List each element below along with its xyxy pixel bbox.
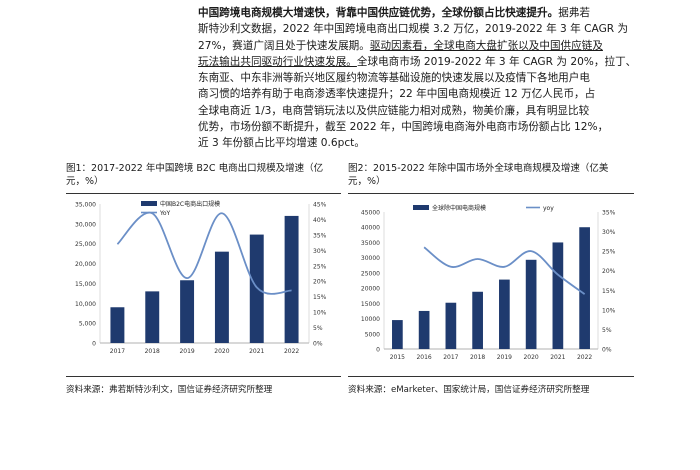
chart-1: 0 5,000 10,000 15,000 20,000 25,000 30,000 35,0… <box>75 200 327 355</box>
chart1-bar <box>249 234 264 343</box>
chart2-ytick-label: 30000 <box>361 255 380 262</box>
chart2-bar <box>392 320 403 349</box>
chart1-xtick-label: 2017 <box>110 348 125 355</box>
chart2-bar <box>418 310 430 349</box>
figure-1-top-rule <box>66 193 341 194</box>
chart2-legend-bar-label: 全球除中国电商规模 <box>432 204 486 212</box>
chart1-y2tick-label: 15% <box>313 294 327 301</box>
chart2-bar <box>445 302 457 349</box>
chart2-legend-line-label: yoy <box>543 205 554 212</box>
chart1-bar <box>110 307 125 343</box>
chart1-xtick-label: 2020 <box>214 348 229 355</box>
chart2-ytick-label: 35000 <box>361 240 380 247</box>
figure-1-bottom-rule <box>66 376 341 377</box>
chart2-yoy-line <box>423 246 586 295</box>
chart1-xtick-label: 2019 <box>179 348 194 355</box>
chart1-legend-line-label: YoY <box>159 210 171 217</box>
chart1-y2tick-label: 25% <box>313 263 327 270</box>
paragraph-line-5: 东南亚、中东非洲等新兴地区履约物流等基础设施的快速发展以及疫情下各地用户电 <box>198 72 590 85</box>
chart2-y2tick-label: 5% <box>602 327 612 334</box>
paragraph-line-7: 全球电商近 1/3，电商营销玩法以及供应链能力相对成熟，物美价廉，具有明显比较 <box>198 104 590 117</box>
chart1-y2tick-label: 20% <box>313 279 327 286</box>
chart2-y2tick-label: 25% <box>602 249 616 256</box>
chart1-bar <box>284 215 299 343</box>
chart2-xtick-label: 2017 <box>443 354 458 361</box>
chart1-ytick-label: 0 <box>92 341 96 348</box>
chart2-bar <box>525 259 537 349</box>
chart1-ytick-label: 20,000 <box>75 261 96 268</box>
chart1-ytick-label: 5,000 <box>79 321 96 328</box>
figure-2-source: 资料来源：eMarketer、国家统计局，国信证券经济研究所整理 <box>348 385 590 395</box>
chart1-ytick-label: 35,000 <box>75 202 96 209</box>
chart2-xtick-label: 2015 <box>390 354 405 361</box>
chart1-xtick-label: 2021 <box>249 348 264 355</box>
chart1-y2tick-label: 5% <box>313 325 323 332</box>
figure-2: 图2：2015-2022 年除中国市场外全球电商规模及增速（亿美 元，%） <box>348 162 634 188</box>
chart1-y2tick-label: 45% <box>313 202 327 209</box>
chart1-y2tick-label: 30% <box>313 248 327 255</box>
figure-2-top-rule <box>348 193 634 194</box>
chart2-ytick-label: 0 <box>376 347 380 354</box>
chart2-ytick-label: 15000 <box>361 301 380 308</box>
paragraph-line-2: 斯特沙利文数据，2022 年中国跨境电商出口规模 3.2 万亿，2019-202… <box>198 23 629 36</box>
chart2-bar <box>472 291 483 349</box>
chart2-ytick-label: 25000 <box>361 270 380 277</box>
chart1-ytick-label: 10,000 <box>75 301 96 308</box>
chart2-y2tick-label: 20% <box>602 268 616 275</box>
paragraph-line-6: 商习惯的培养有助于电商渗透率快速提升；22 年中国电商规模近 12 万亿人民币，… <box>198 88 596 101</box>
chart2-xtick-label: 2018 <box>470 354 485 361</box>
chart1-y2tick-label: 10% <box>313 310 327 317</box>
chart2-ytick-label: 40000 <box>361 225 380 232</box>
chart2-bar <box>499 279 510 349</box>
chart1-ytick-label: 25,000 <box>75 241 96 248</box>
paragraph-line-8: 优势，市场份额不断提升，截至 2022 年，中国跨境电商海外电商市场份额占比 1… <box>198 121 609 134</box>
figure-2-bottom-rule <box>348 376 634 377</box>
figure-1-source: 资料来源：弗若斯特沙利文，国信证券经济研究所整理 <box>66 385 273 395</box>
chart2-xtick-label: 2020 <box>523 354 538 361</box>
chart2-y2tick-label: 30% <box>602 229 616 236</box>
chart1-xtick-label: 2022 <box>284 348 299 355</box>
figure-1-title: 图1：2017-2022 年中国跨境 B2C 电商出口规模及增速（亿 元，%） <box>66 163 324 187</box>
chart2-y2tick-label: 15% <box>602 288 616 295</box>
chart1-y2tick-label: 35% <box>313 232 327 239</box>
chart2-xtick-label: 2019 <box>497 354 512 361</box>
chart2-y2tick-label: 35% <box>602 210 616 217</box>
paragraph-line-3: 27%，赛道广阔且处于快速发展期。驱动因素看，全球电商大盘扩张以及中国供应链及 <box>198 39 603 52</box>
chart1-legend-bar-label: 中国B2C电商出口规模 <box>160 200 220 208</box>
chart1-ytick-label: 30,000 <box>75 221 96 228</box>
chart2-ytick-label: 45000 <box>361 210 380 217</box>
chart1-bar <box>180 280 195 343</box>
paragraph-line-1: 中国跨境电商规模大增速快，背靠中国供应链优势，全球份额占比快速提升。据弗若 <box>198 7 590 19</box>
chart2-y2tick-label: 10% <box>602 307 616 314</box>
chart1-y2tick-label: 0% <box>313 341 323 348</box>
chart2-ytick-label: 10000 <box>361 316 380 323</box>
chart2-y2tick-label: 0% <box>602 347 612 354</box>
chart1-legend-bar-swatch <box>141 201 157 206</box>
chart-2: 0 5000 10000 15000 20000 25000 30000 35000 40000… <box>361 204 616 361</box>
chart2-xtick-label: 2016 <box>416 354 431 361</box>
chart2-ytick-label: 5000 <box>365 331 380 338</box>
chart2-ytick-label: 20000 <box>361 286 380 293</box>
chart2-bar <box>579 227 590 349</box>
chart1-xtick-label: 2018 <box>145 348 160 355</box>
chart1-bar <box>214 251 229 343</box>
paragraph-line-9: 近 3 年份额占比平均增速 0.6pct。 <box>198 137 365 150</box>
chart1-y2tick-label: 40% <box>313 217 327 224</box>
body-paragraph: 中国跨境电商规模大增速快，背靠中国供应链优势，全球份额占比快速提升。据弗若 斯特… <box>198 5 638 152</box>
chart2-legend-bar-swatch <box>413 205 429 210</box>
chart1-bar <box>145 291 160 343</box>
chart2-xtick-label: 2021 <box>550 354 565 361</box>
figure-1: 图1：2017-2022 年中国跨境 B2C 电商出口规模及增速（亿 元，%） <box>66 162 341 188</box>
chart1-yoy-line <box>116 211 292 295</box>
figure-2-title: 图2：2015-2022 年除中国市场外全球电商规模及增速（亿美 元，%） <box>348 163 609 187</box>
paragraph-line-4: 玩法输出共同驱动行业快速发展。全球电商市场 2019-2022 年 3 年 CA… <box>198 55 637 68</box>
paragraph-heading: 中国跨境电商规模大增速快，背靠中国供应链优势，全球份额占比快速提升。 <box>198 7 559 19</box>
chart2-xtick-label: 2022 <box>577 354 592 361</box>
chart2-bar <box>552 242 564 349</box>
chart1-ytick-label: 15,000 <box>75 281 96 288</box>
